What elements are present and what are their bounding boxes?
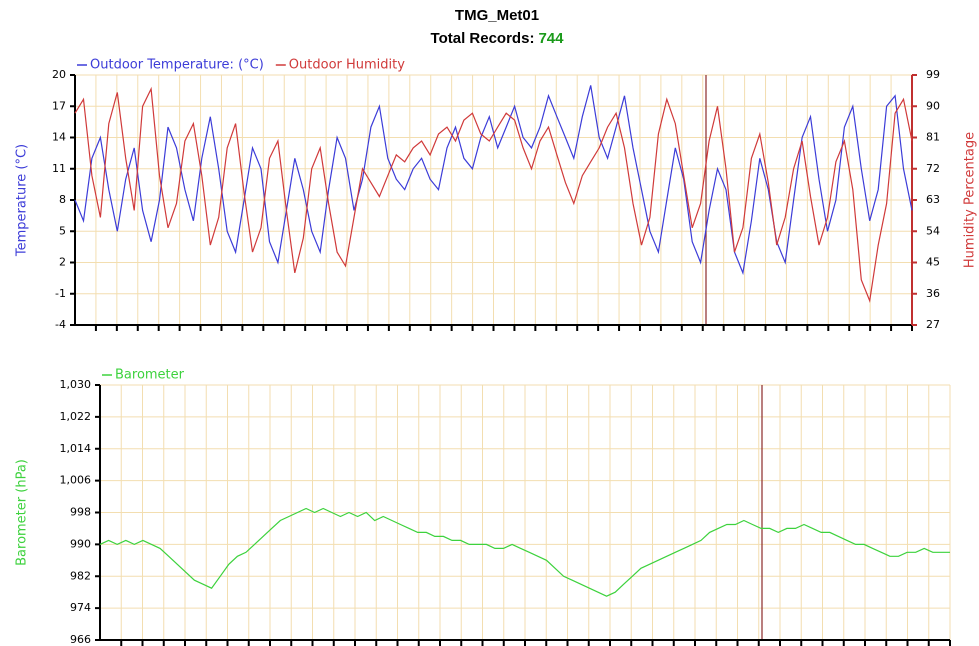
- y-tick-label: 966: [70, 633, 91, 646]
- y-tick-label: 20: [52, 68, 66, 81]
- y2-tick-label: 99: [926, 68, 940, 81]
- y-tick-label: 1,030: [60, 378, 92, 391]
- y2-tick-label: 27: [926, 318, 940, 331]
- y-tick-label: 990: [70, 537, 91, 550]
- y-tick-label: -4: [55, 318, 66, 331]
- y2-tick-label: 72: [926, 162, 940, 175]
- y-tick-label: 2: [59, 256, 66, 269]
- legend-label: Outdoor Temperature: (°C): [90, 58, 264, 73]
- y2-tick-label: 45: [926, 256, 940, 269]
- y-tick-label: 1,014: [60, 442, 92, 455]
- series-line: [99, 507, 950, 597]
- y-tick-label: 5: [59, 224, 66, 237]
- legend-label: Outdoor Humidity: [289, 58, 405, 73]
- y-tick-label: 1,022: [60, 410, 92, 423]
- y2-tick-label: 36: [926, 287, 940, 300]
- record-count-value: 744: [538, 30, 564, 47]
- y2-tick-label: 81: [926, 131, 940, 144]
- y-tick-label: 17: [52, 99, 66, 112]
- y2-tick-label: 63: [926, 193, 940, 206]
- y-axis-label: Barometer (hPa): [15, 459, 30, 566]
- y-tick-label: 982: [70, 569, 91, 582]
- y-tick-label: 998: [70, 506, 91, 519]
- y2-axis-label: Humidity Percentage: [963, 132, 978, 268]
- y-tick-label: 1,006: [60, 474, 92, 487]
- y-tick-label: 8: [59, 193, 66, 206]
- record-count-label: Total Records:: [431, 30, 535, 47]
- y-tick-label: -1: [55, 287, 66, 300]
- legend-label: Barometer: [115, 368, 185, 383]
- record-count: Total Records: 744: [431, 30, 565, 47]
- y-tick-label: 974: [70, 601, 91, 614]
- y-tick-label: 14: [52, 131, 66, 144]
- y-tick-label: 11: [52, 162, 66, 175]
- series-line: [74, 86, 913, 303]
- chart-title: TMG_Met01: [455, 7, 539, 24]
- y2-tick-label: 54: [926, 224, 940, 237]
- y2-tick-label: 90: [926, 99, 940, 112]
- y-axis-label: Temperature (°C): [15, 144, 30, 257]
